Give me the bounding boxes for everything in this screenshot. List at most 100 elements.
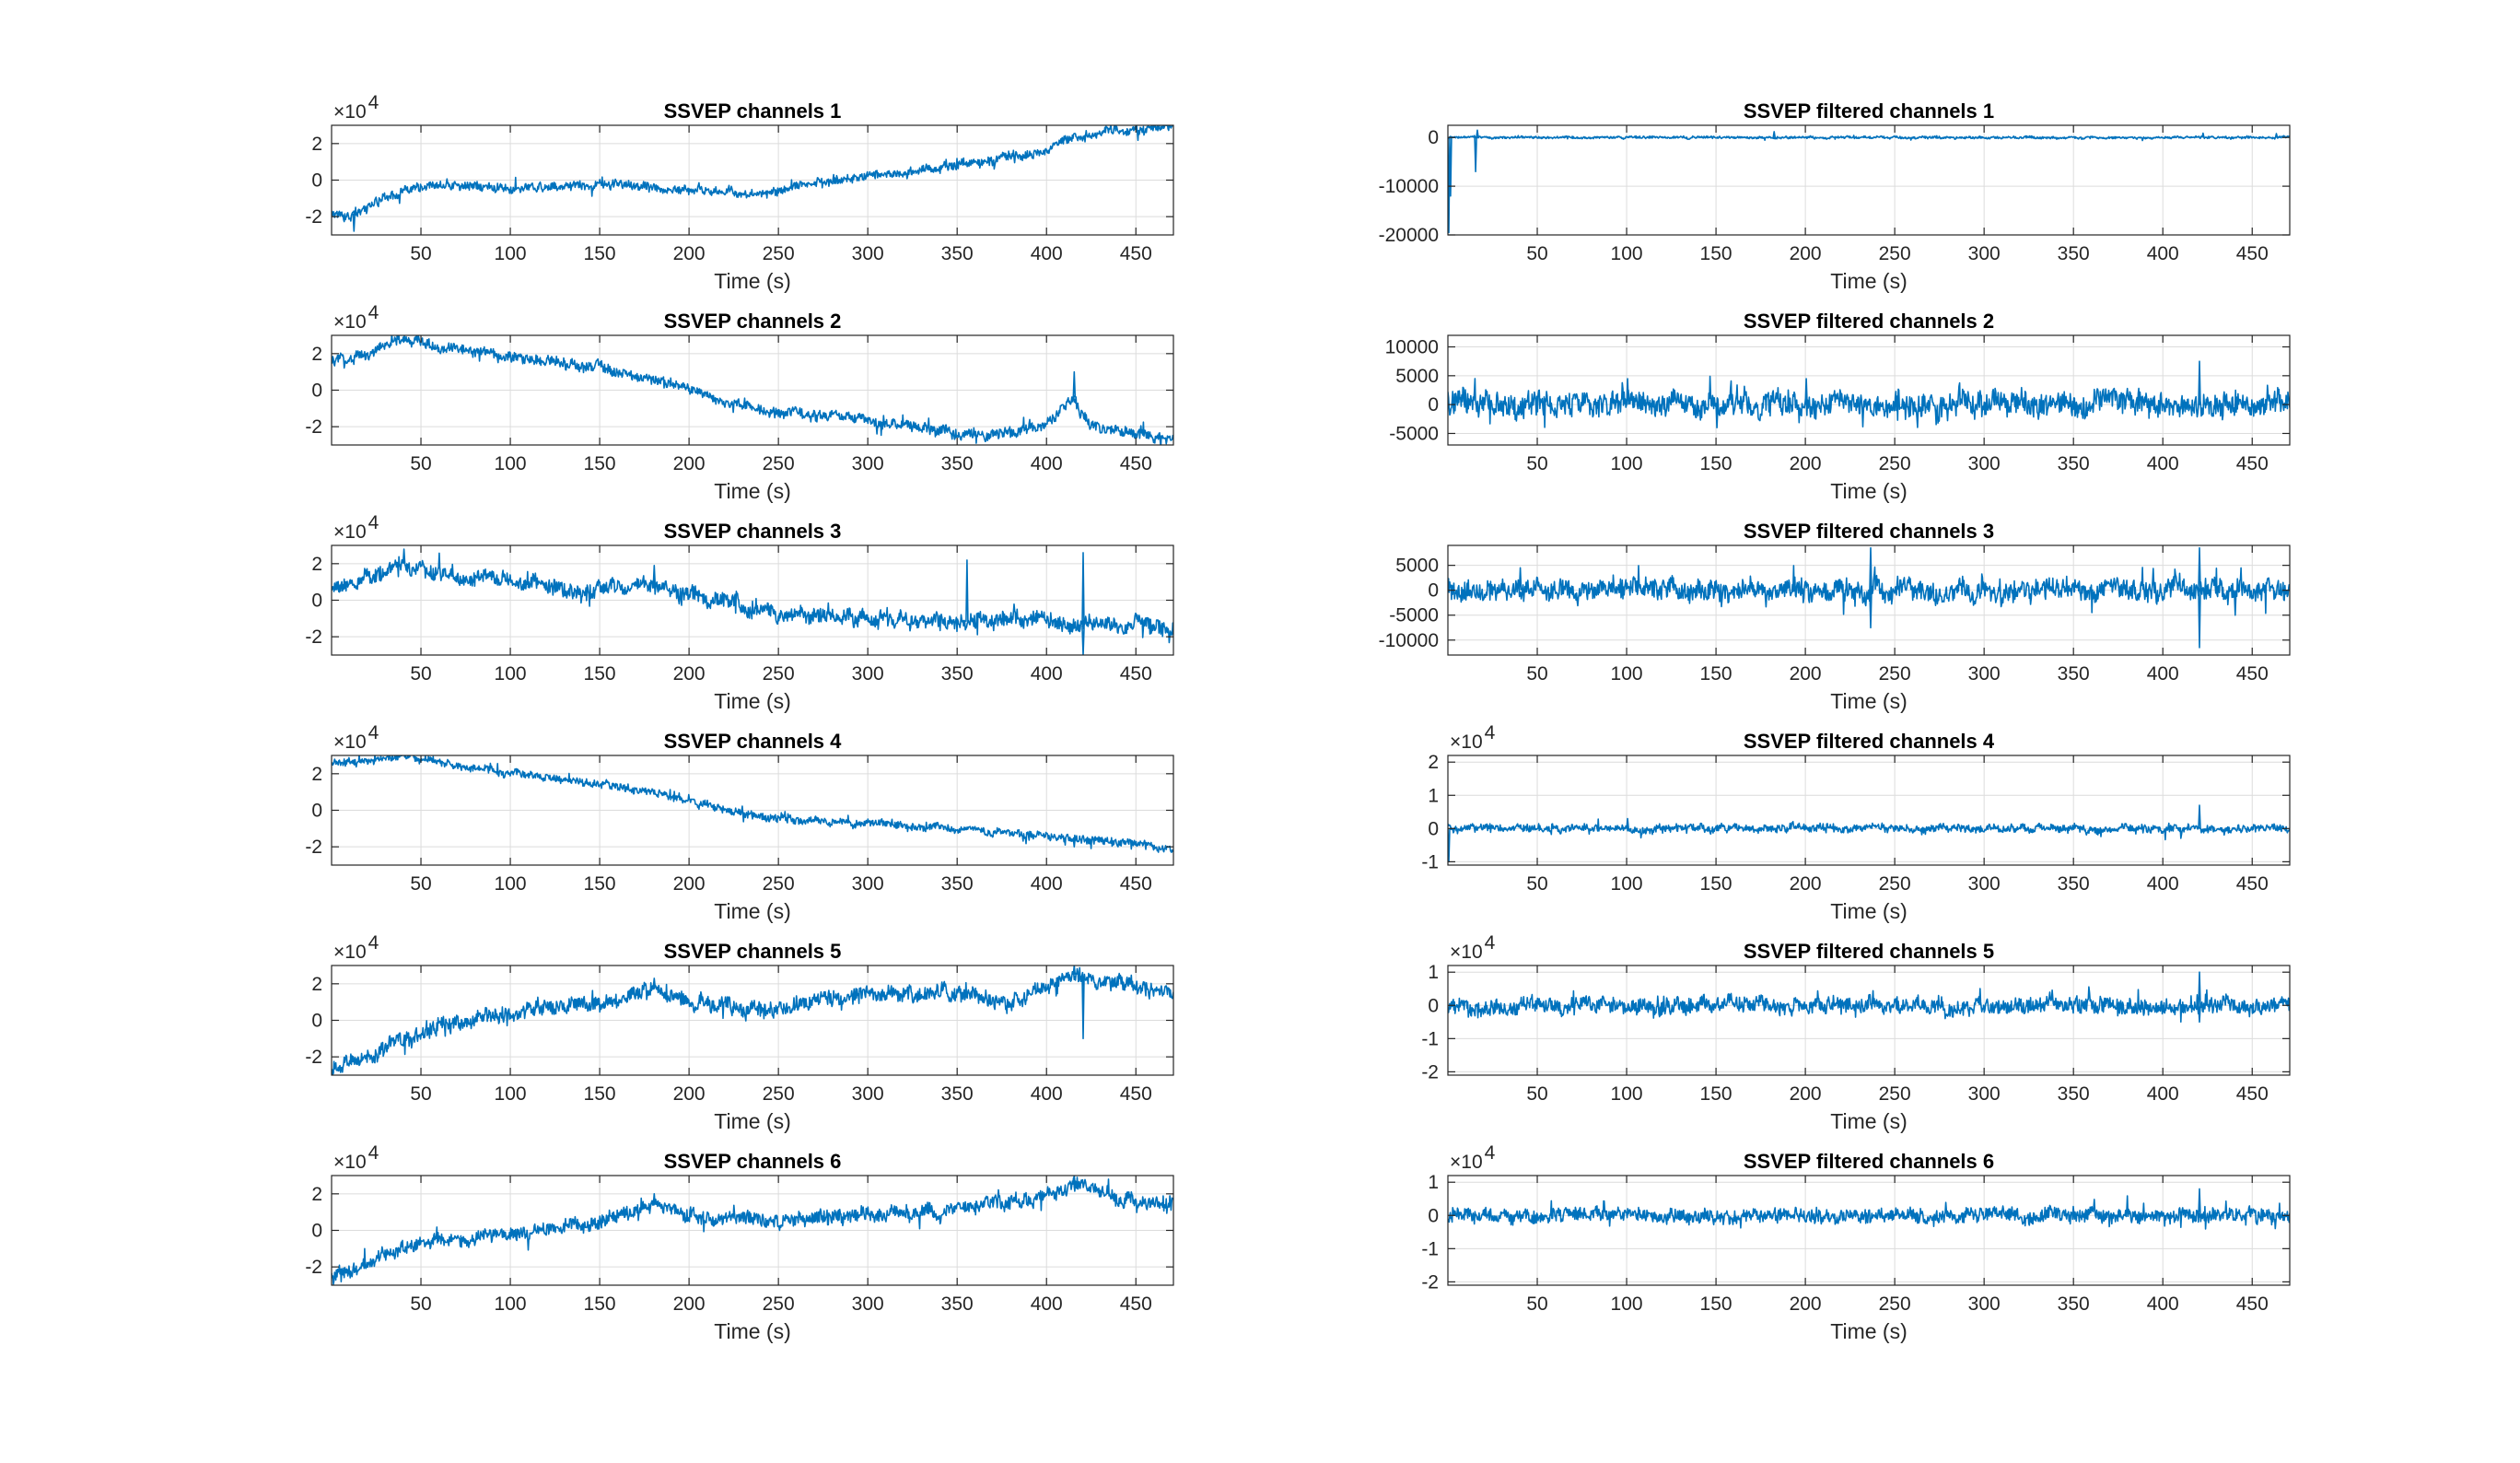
y-tick-label: 2 — [1428, 752, 1439, 773]
x-tick-label: 150 — [584, 243, 616, 264]
y-exponent-label: ×10 — [1450, 942, 1483, 963]
x-axis-label: Time (s) — [1830, 1109, 1907, 1133]
x-tick-label: 300 — [1968, 1083, 2001, 1105]
x-tick-label: 50 — [410, 453, 431, 474]
x-tick-label: 450 — [1120, 453, 1152, 474]
x-tick-label: 150 — [1700, 873, 1732, 895]
y-tick-label: 10000 — [1385, 337, 1439, 358]
subplot-title: SSVEP channels 6 — [664, 1150, 842, 1173]
series-line — [332, 125, 1173, 232]
axes-box — [1447, 965, 2291, 1076]
x-axis-label: Time (s) — [1830, 689, 1907, 713]
y-tick-label: -5000 — [1389, 605, 1439, 626]
x-tick-label: 250 — [1879, 1293, 1911, 1315]
x-tick-label: 450 — [1120, 873, 1152, 895]
series-line — [1448, 546, 2290, 649]
y-tick-label: 5000 — [1395, 556, 1439, 577]
axes-box — [1447, 1175, 2291, 1286]
x-tick-label: 100 — [495, 453, 527, 474]
x-tick-label: 400 — [2147, 1083, 2179, 1105]
axes-box — [1447, 124, 2291, 236]
y-exponent-power: 4 — [368, 722, 379, 743]
y-exponent-label: ×10 — [333, 732, 367, 753]
x-tick-label: 350 — [2058, 873, 2090, 895]
x-tick-label: 100 — [495, 873, 527, 895]
x-tick-label: 400 — [1031, 663, 1063, 685]
x-tick-label: 400 — [1031, 243, 1063, 264]
axes-box — [1447, 544, 2291, 656]
x-tick-label: 450 — [1120, 243, 1152, 264]
x-tick-label: 150 — [1700, 243, 1732, 264]
x-tick-label: 300 — [852, 1293, 884, 1315]
subplot-title: SSVEP filtered channels 1 — [1744, 99, 1994, 123]
y-exponent-power: 4 — [1485, 722, 1496, 743]
subplot-5: 50 100 150 200 250 300 350 400 450 -2 0 2 ×10 4 SSVEP … — [305, 512, 1174, 713]
x-tick-label: 400 — [2147, 243, 2179, 264]
x-tick-label: 100 — [495, 243, 527, 264]
x-tick-label: 400 — [2147, 1293, 2179, 1315]
subplot-4: 50 100 150 200 250 300 350 400 450 -5000 0 5000 1000… — [1385, 310, 2291, 503]
x-tick-label: 250 — [1879, 453, 1911, 474]
x-tick-label: 300 — [852, 663, 884, 685]
x-tick-label: 300 — [1968, 873, 2001, 895]
y-tick-label: -1 — [1421, 851, 1439, 872]
x-tick-label: 450 — [1120, 1083, 1152, 1105]
y-exponent-label: ×10 — [1450, 1152, 1483, 1173]
series-line — [1448, 129, 2290, 234]
x-tick-label: 400 — [1031, 1293, 1063, 1315]
x-tick-label: 250 — [763, 1083, 795, 1105]
x-tick-label: 450 — [2236, 453, 2269, 474]
x-tick-label: 300 — [1968, 453, 2001, 474]
x-tick-label: 300 — [852, 1083, 884, 1105]
y-exponent-label: ×10 — [333, 521, 367, 543]
x-tick-label: 350 — [2058, 243, 2090, 264]
subplot-title: SSVEP filtered channels 2 — [1744, 310, 1994, 333]
y-tick-label: -2 — [305, 837, 322, 858]
x-tick-label: 200 — [1790, 453, 1822, 474]
x-tick-label: 100 — [1611, 1083, 1643, 1105]
x-tick-label: 100 — [1611, 453, 1643, 474]
y-tick-label: 0 — [1428, 818, 1439, 839]
y-tick-label: 0 — [311, 1221, 322, 1242]
x-tick-label: 250 — [763, 243, 795, 264]
x-tick-label: 150 — [584, 1083, 616, 1105]
x-tick-label: 50 — [1526, 1293, 1547, 1315]
x-tick-label: 50 — [1526, 243, 1547, 264]
x-tick-label: 200 — [673, 1083, 706, 1105]
x-tick-label: 100 — [495, 1293, 527, 1315]
x-tick-label: 200 — [1790, 1083, 1822, 1105]
y-exponent-power: 4 — [368, 512, 379, 533]
axes-box — [1447, 334, 2291, 446]
x-tick-label: 450 — [1120, 1293, 1152, 1315]
x-tick-label: 250 — [763, 873, 795, 895]
x-tick-label: 50 — [1526, 873, 1547, 895]
y-tick-label: -2 — [305, 206, 322, 228]
y-tick-label: 0 — [1428, 127, 1439, 148]
subplot-title: SSVEP channels 3 — [664, 520, 842, 543]
series-line — [332, 966, 1173, 1075]
y-tick-label: -2 — [1421, 1061, 1439, 1083]
x-axis-label: Time (s) — [714, 1109, 790, 1133]
x-tick-label: 350 — [941, 243, 974, 264]
y-tick-label: 2 — [311, 554, 322, 575]
subplot-title: SSVEP filtered channels 4 — [1744, 730, 1995, 753]
y-tick-label: -10000 — [1379, 630, 1439, 651]
y-tick-label: -2 — [1421, 1271, 1439, 1293]
y-tick-label: 0 — [311, 1011, 322, 1032]
x-tick-label: 100 — [1611, 243, 1643, 264]
series-line — [1448, 360, 2290, 428]
x-tick-label: 50 — [410, 663, 431, 685]
subplot-1: 50 100 150 200 250 300 350 400 450 -2 0 2 ×10 4 SSVEP … — [305, 92, 1174, 293]
y-exponent-label: ×10 — [1450, 732, 1483, 753]
x-tick-label: 200 — [1790, 873, 1822, 895]
subplot-7: 50 100 150 200 250 300 350 400 450 -2 0 2 ×10 4 SSVEP … — [305, 722, 1174, 923]
subplot-title: SSVEP channels 2 — [664, 310, 842, 333]
y-exponent-power: 4 — [368, 92, 379, 113]
x-tick-label: 300 — [1968, 243, 2001, 264]
x-tick-label: 400 — [2147, 453, 2179, 474]
series-line — [332, 1176, 1173, 1285]
y-exponent-label: ×10 — [333, 101, 367, 123]
x-tick-label: 450 — [2236, 1293, 2269, 1315]
y-tick-label: 2 — [311, 764, 322, 785]
